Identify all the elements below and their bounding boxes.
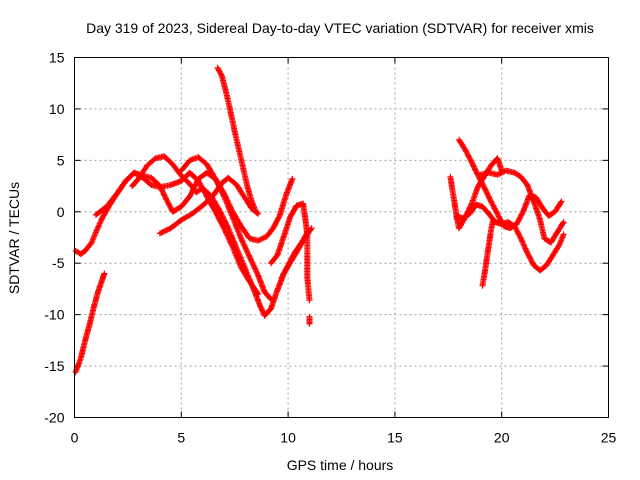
series-arc-13 <box>453 201 567 274</box>
series-markers <box>479 217 497 289</box>
grid <box>74 57 609 418</box>
series-arc-15 <box>477 167 567 246</box>
y-tick-label: 5 <box>57 152 65 168</box>
series-markers <box>278 225 315 281</box>
y-tick-label: 0 <box>57 204 65 220</box>
series-markers <box>268 200 313 304</box>
x-tick-label: 0 <box>71 430 79 446</box>
plot-frame <box>74 57 609 418</box>
series-arc-1 <box>72 270 108 376</box>
x-tick-label: 5 <box>177 430 185 446</box>
chart-title: Day 319 of 2023, Sidereal Day-to-day VTE… <box>86 20 594 36</box>
series-markers <box>72 270 108 376</box>
series-markers <box>214 64 260 215</box>
y-tick-label: 15 <box>49 50 65 66</box>
x-tick-label: 25 <box>601 430 617 446</box>
series-markers <box>178 154 296 244</box>
y-tick-label: -5 <box>52 255 65 271</box>
series-arc-6 <box>178 154 296 244</box>
series-arc-14 <box>479 217 497 289</box>
y-tick-label: 10 <box>49 101 65 117</box>
x-tick-label: 15 <box>387 430 403 446</box>
y-tick-label: -20 <box>44 410 64 426</box>
y-axis-title: SDTVAR / TECUs <box>6 182 22 294</box>
x-tick-label: 20 <box>494 430 510 446</box>
series-arc-9 <box>278 225 315 281</box>
x-axis-title: GPS time / hours <box>287 457 394 473</box>
series-arc-7 <box>214 64 260 215</box>
data-series <box>72 64 567 376</box>
series-markers <box>477 167 567 246</box>
series-arc-10 <box>306 313 313 327</box>
series-markers <box>453 201 567 274</box>
y-tick-label: -15 <box>44 358 64 374</box>
y-tick-label: -10 <box>44 307 64 323</box>
x-tick-label: 10 <box>280 430 296 446</box>
series-arc-8 <box>268 200 313 304</box>
series-markers <box>306 313 313 327</box>
